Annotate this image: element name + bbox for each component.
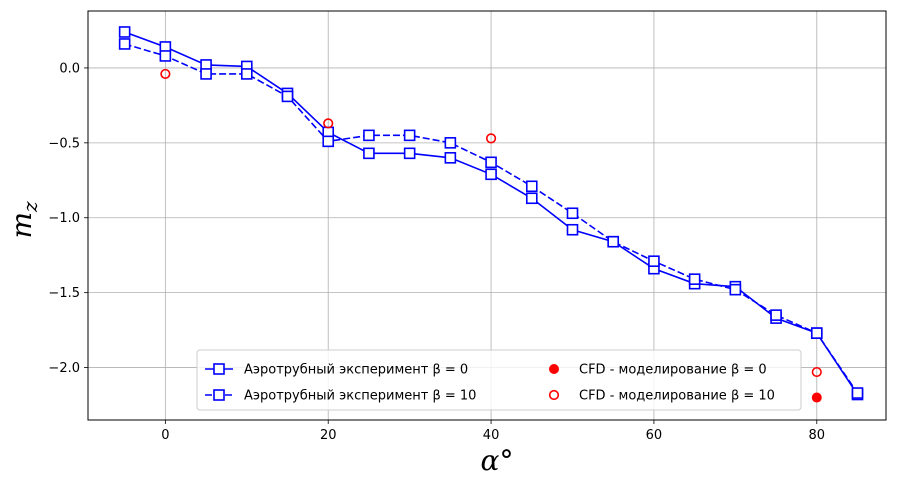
data-point <box>159 50 172 62</box>
data-point <box>281 90 294 103</box>
legend-items: Аэротрубный эксперимент β = 0 Аэротрубный… <box>205 363 775 404</box>
legend-entry: Аэротрубный эксперимент β = 10 <box>205 389 476 404</box>
plot-frame <box>87 10 887 421</box>
legend-marker <box>548 389 560 401</box>
data-point <box>688 273 701 285</box>
y-tick-label: −0.5 <box>48 136 80 151</box>
data-point <box>729 283 742 296</box>
legend-entry: Аэротрубный эксперимент β = 0 <box>205 363 468 378</box>
x-tick-label: 0 <box>161 428 169 443</box>
data-point <box>444 137 457 149</box>
data-point <box>648 255 660 267</box>
data-point <box>485 156 497 169</box>
series-layer <box>118 26 864 403</box>
data-point <box>566 207 579 220</box>
legend: Аэротрубный эксперимент β = 0 Аэротрубный… <box>196 349 802 411</box>
series-2 <box>811 392 822 403</box>
legend-label: CFD - моделирование β = 10 <box>579 389 775 404</box>
y-tick-label: 0.0 <box>59 61 80 76</box>
data-point <box>118 38 131 50</box>
data-point <box>851 387 864 399</box>
legend-label: CFD - моделирование β = 0 <box>579 363 767 378</box>
x-tick-label: 80 <box>809 428 826 443</box>
data-point <box>811 366 822 378</box>
data-point <box>322 135 335 148</box>
y-axis-label-base: m <box>5 212 38 239</box>
y-axis-label: mz <box>5 201 42 239</box>
series-3 <box>160 68 822 378</box>
legend-marker <box>549 364 559 374</box>
data-point <box>607 235 620 248</box>
data-point <box>160 68 171 80</box>
data-point <box>363 129 375 142</box>
legend-entry: CFD - моделирование β = 0 <box>549 363 767 378</box>
y-tick-label: −1.0 <box>48 211 80 226</box>
data-point <box>525 180 538 193</box>
legend-marker <box>213 363 225 375</box>
y-axis-label-subscript: z <box>18 201 42 213</box>
ticks-layer: 0 20 40 60 80 0.0 −0.5 −1.0 −1.5 −2.0 <box>48 61 825 443</box>
data-point <box>403 147 416 160</box>
data-point <box>118 26 131 38</box>
legend-label: Аэротрубный эксперимент β = 0 <box>244 363 468 378</box>
data-point <box>200 68 212 80</box>
y-tick-label: −2.0 <box>48 361 80 376</box>
legend-box <box>196 349 802 411</box>
data-point <box>811 392 822 403</box>
legend-label: Аэротрубный эксперимент β = 10 <box>244 389 476 404</box>
data-point <box>485 133 497 144</box>
data-point <box>363 147 375 160</box>
data-point <box>403 129 416 142</box>
data-point <box>323 118 334 129</box>
data-point <box>485 168 497 181</box>
data-point <box>240 68 253 80</box>
data-point <box>810 327 823 339</box>
legend-marker <box>213 389 225 401</box>
data-point <box>525 192 538 205</box>
series-1 <box>118 38 864 399</box>
x-tick-label: 60 <box>646 428 663 443</box>
x-tick-label: 40 <box>483 428 500 443</box>
y-tick-label: −1.5 <box>48 286 80 301</box>
data-point <box>444 152 457 164</box>
data-point <box>566 223 579 236</box>
x-axis-label: α° <box>481 444 514 477</box>
data-point <box>770 309 782 321</box>
x-tick-label: 20 <box>320 428 337 443</box>
legend-entry: CFD - моделирование β = 10 <box>548 389 775 404</box>
